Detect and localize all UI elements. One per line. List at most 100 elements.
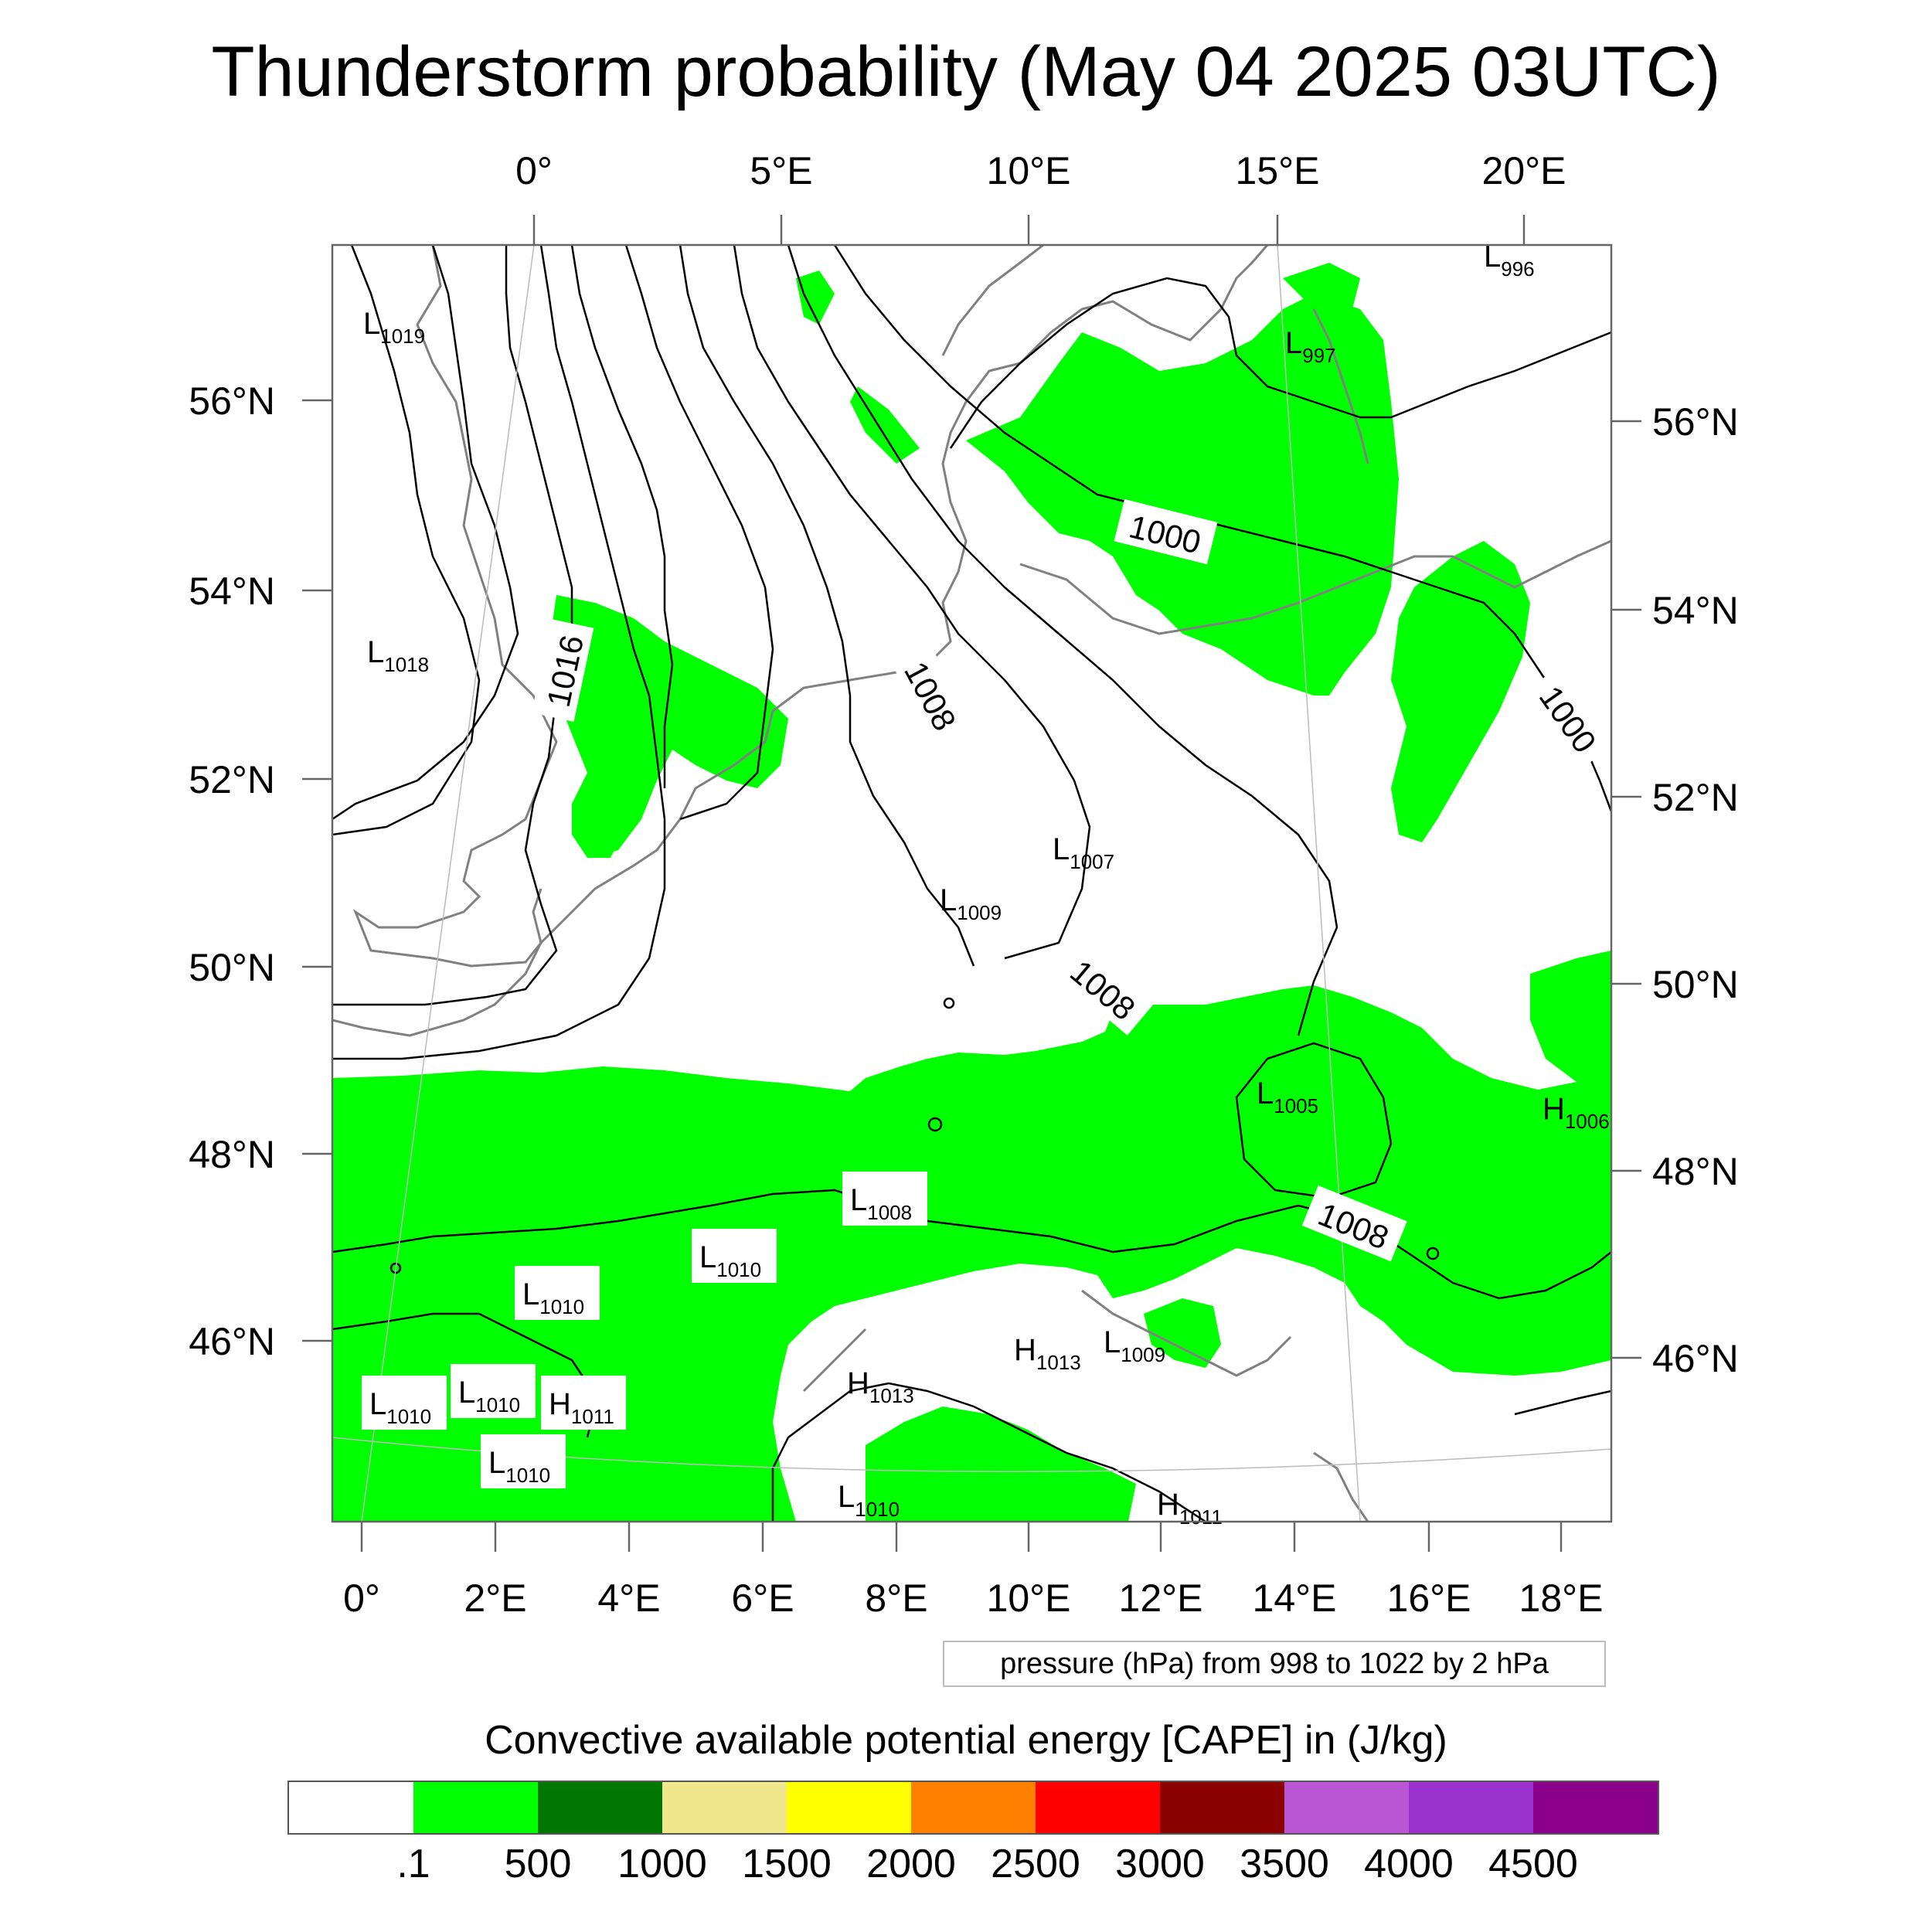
cape-area-denmark-west — [850, 386, 920, 464]
contour-label-bg — [1525, 666, 1616, 770]
colorbar-segment — [1160, 1782, 1284, 1833]
pressure-center-value: 1011 — [1179, 1505, 1223, 1529]
bottom-lon-label: 12°E — [1119, 1577, 1203, 1620]
left-lat-labels: 56°N 54°N 52°N 50°N 48°N 46°N — [189, 379, 275, 1363]
pressure-label-bg — [842, 1172, 927, 1226]
cape-area-baltic-north — [1283, 263, 1360, 309]
left-lat-label: 48°N — [189, 1133, 275, 1176]
cape-area-alps-south — [866, 1406, 1136, 1522]
top-lon-label: 10°E — [987, 149, 1071, 192]
colorbar-segment — [1533, 1782, 1658, 1833]
chart-title: Thunderstorm probability (May 04 2025 03… — [211, 32, 1721, 111]
pressure-center-value: 1006 — [1565, 1110, 1610, 1133]
isobar — [332, 245, 573, 1006]
low-pressure-label: L1018 — [367, 635, 429, 676]
isobar — [771, 1382, 1206, 1522]
contour-label-bg — [890, 642, 975, 747]
right-lat-label: 54°N — [1652, 589, 1739, 632]
pressure-center-value: 1010 — [386, 1405, 431, 1428]
contour-label: 1008 — [890, 642, 975, 747]
isobar-1005 — [1235, 1042, 1393, 1199]
top-lon-labels: 0° 5°E 10°E 15°E 20°E — [515, 149, 1566, 192]
colorbar-label: 3000 — [1115, 1842, 1205, 1886]
map-frame — [331, 243, 1613, 1523]
isobar — [332, 245, 666, 1060]
colorbar-segment — [662, 1782, 787, 1833]
colorbar-segment — [289, 1782, 413, 1833]
low-pressure-label: L1009 — [940, 883, 1002, 924]
cape-area-po-east — [1144, 1298, 1221, 1368]
colorbar-label: 4500 — [1488, 1842, 1578, 1886]
isobar — [332, 245, 481, 836]
pressure-center-letter: L1018 — [367, 635, 429, 676]
pressure-center-letter: H1013 — [1014, 1333, 1081, 1374]
pressure-center-value: 1010 — [475, 1393, 520, 1417]
contour-label-bg — [1053, 940, 1155, 1036]
colorbar-label: 4000 — [1364, 1842, 1454, 1886]
bottom-lon-label: 18°E — [1519, 1577, 1604, 1620]
colorbar-segment — [1409, 1782, 1533, 1833]
bottom-lon-label: 14°E — [1253, 1577, 1337, 1620]
contour-label: 1008 — [1301, 1185, 1407, 1262]
pressure-center-value: 1005 — [1274, 1094, 1318, 1117]
pressure-center-value: 1013 — [869, 1384, 914, 1407]
bottom-lon-label: 6°E — [731, 1577, 794, 1620]
coastline-baltic-south — [1019, 539, 1611, 635]
right-lat-label: 52°N — [1652, 776, 1739, 819]
isobar — [570, 245, 674, 788]
bottom-lon-label: 2°E — [464, 1577, 526, 1620]
colorbar-label: 3500 — [1240, 1842, 1329, 1886]
colorbar-segment — [911, 1782, 1036, 1833]
isobar — [1514, 1389, 1611, 1416]
low-pressure-label: L1019 — [363, 307, 425, 348]
bottom-lon-label: 16°E — [1387, 1577, 1471, 1620]
pressure-label-bg — [515, 1266, 600, 1320]
pressure-center-value: 1010 — [505, 1464, 550, 1487]
pressure-center-value: 1007 — [1070, 850, 1114, 873]
coastline-sweden — [1019, 245, 1269, 365]
graticule-line — [1277, 245, 1361, 1522]
bottom-lon-label: 4°E — [597, 1577, 660, 1620]
pressure-label-bg — [362, 1376, 447, 1430]
cape-area-poland — [1391, 541, 1530, 842]
left-lat-label: 46°N — [189, 1320, 275, 1363]
colorbar-title: Convective available potential energy [C… — [485, 1718, 1447, 1763]
pressure-center-letter: H1013 — [847, 1366, 914, 1407]
colorbar-segment — [787, 1782, 911, 1833]
left-lat-label: 50°N — [189, 946, 275, 989]
pressure-center-value: 1008 — [867, 1201, 912, 1224]
pressure-center-value: 1011 — [571, 1405, 614, 1428]
top-lon-label: 0° — [515, 149, 553, 192]
right-lat-label: 48°N — [1652, 1150, 1739, 1193]
cape-area-north-sea — [796, 270, 835, 325]
pressure-center-value: 1010 — [539, 1295, 584, 1318]
bottom-lon-label: 0° — [343, 1577, 380, 1620]
pressure-center-value: 1010 — [855, 1498, 900, 1521]
isobar — [733, 245, 1091, 960]
isobar — [787, 245, 1338, 1036]
colorbar-label: 1500 — [742, 1842, 832, 1886]
colorbar-label: 1000 — [617, 1842, 707, 1886]
right-lat-labels: 56°N 54°N 52°N 50°N 48°N 46°N — [1652, 400, 1739, 1380]
pressure-label-bg — [481, 1434, 566, 1488]
coastline-adriatic — [1081, 1289, 1292, 1377]
high-pressure-label: H1013 — [1014, 1333, 1081, 1374]
coastline-france-north — [332, 818, 682, 1037]
pressure-center-value: 996 — [1501, 257, 1534, 281]
pressure-center-value: 1009 — [1121, 1343, 1165, 1366]
isobar-small-low — [927, 1117, 943, 1132]
isobar-small-low — [943, 997, 955, 1009]
colorbar-label: 500 — [504, 1842, 572, 1886]
top-lon-label: 15°E — [1236, 149, 1320, 192]
low-pressure-label: L1008 — [842, 1172, 927, 1226]
pressure-center-value: 1018 — [384, 653, 429, 676]
bottom-lon-label: 8°E — [865, 1577, 927, 1620]
pressure-center-value: 997 — [1302, 344, 1335, 367]
right-lat-label: 46°N — [1652, 1337, 1739, 1380]
colorbar-segment — [413, 1782, 538, 1833]
isobar — [332, 245, 519, 821]
top-lon-label: 20°E — [1482, 149, 1566, 192]
low-pressure-label: L1010 — [481, 1434, 566, 1488]
low-pressure-label: L1007 — [1053, 832, 1114, 873]
left-lat-label: 52°N — [189, 758, 275, 801]
